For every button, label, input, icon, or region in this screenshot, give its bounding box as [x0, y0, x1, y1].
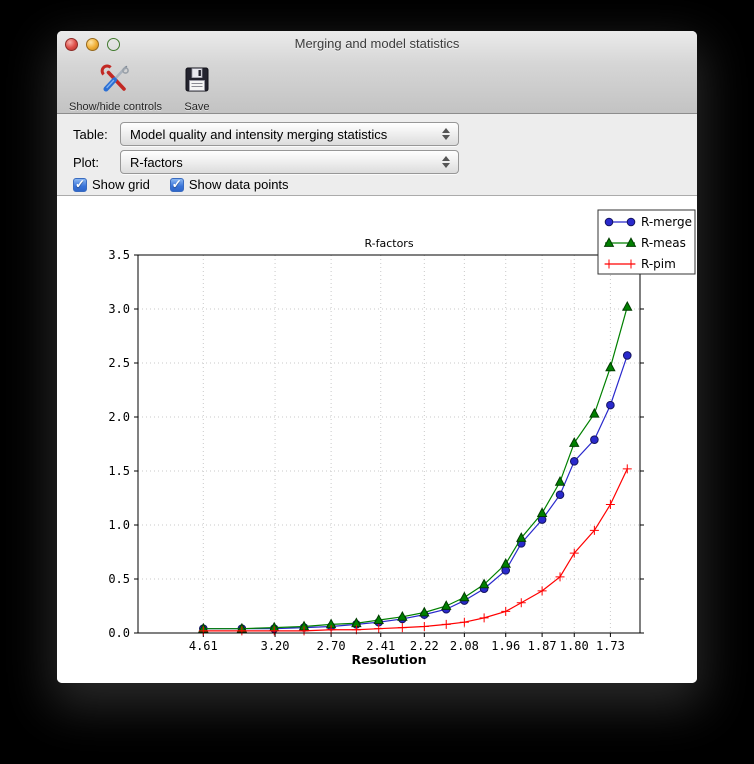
table-select-value: Model quality and intensity merging stat…: [130, 126, 388, 142]
toolbar-button-label: Show/hide controls: [69, 101, 162, 113]
checkmark-icon: ✓: [171, 176, 182, 191]
checkbox-box: ✓: [73, 176, 87, 192]
plot-select-value: R-factors: [130, 154, 183, 170]
show-data-points-label: Show data points: [188, 177, 289, 192]
save-icon: [182, 65, 212, 100]
y-tick-label: 0.0: [108, 626, 130, 640]
plot-select[interactable]: R-factors: [120, 150, 459, 174]
chart-series-R-meas: [198, 300, 633, 633]
x-tick-label: 2.08: [450, 639, 479, 653]
chart-title: R-factors: [364, 237, 413, 250]
chart-legend: [597, 209, 696, 275]
chart-ticks: [134, 254, 644, 637]
table-row: Table: Model quality and intensity mergi…: [73, 122, 459, 146]
legend-label: R-merge: [641, 215, 692, 229]
plot-row: Plot: R-factors: [73, 150, 459, 174]
y-tick-label: 1.0: [108, 518, 130, 532]
chart-axes-frame: [137, 254, 641, 634]
y-tick-label: 3.5: [108, 248, 130, 262]
checkmark-icon: ✓: [74, 176, 86, 191]
toolbar-button-label: Save: [184, 101, 210, 113]
popup-arrows-icon: [438, 156, 454, 168]
chart-grid: [138, 254, 640, 633]
show-grid-label: Show grid: [92, 177, 150, 192]
show-hide-controls-button[interactable]: Show/hide controls: [69, 61, 162, 113]
y-tick-label: 1.5: [108, 464, 130, 478]
figure-canvas: 0.0 0.5 1.0 1.5 2.0 2.5 3.0 3.5 4.61 3.20 2.70 2.41…: [57, 196, 697, 683]
zoom-button[interactable]: [107, 38, 120, 51]
x-tick-label: 2.70: [317, 639, 346, 653]
table-label: Table:: [73, 126, 108, 142]
show-data-points-checkbox[interactable]: ✓ Show data points: [169, 176, 289, 192]
x-tick-label: 2.22: [410, 639, 439, 653]
tools-icon: [99, 63, 131, 100]
minimize-button[interactable]: [86, 38, 99, 51]
close-button[interactable]: [65, 38, 78, 51]
chart-series-R-merge: [199, 351, 632, 633]
chart-series-R-pim: [198, 464, 632, 636]
chart-xlabel: Resolution: [351, 652, 426, 667]
x-tick-label: 2.41: [366, 639, 395, 653]
popup-arrows-icon: [438, 128, 454, 140]
window-title: Merging and model statistics: [294, 36, 460, 51]
plot-label: Plot:: [73, 154, 100, 170]
x-tick-label: 1.73: [596, 639, 625, 653]
window-header: Merging and model statistics: [57, 31, 697, 114]
x-tick-label: 4.61: [189, 639, 218, 653]
x-tick-label: 3.20: [261, 639, 290, 653]
legend-label: R-pim: [641, 257, 676, 271]
y-tick-label: 3.0: [108, 302, 130, 316]
toolbar: Show/hide controls Save: [57, 57, 212, 113]
y-tick-label: 2.5: [108, 356, 130, 370]
app-window: Merging and model statistics: [57, 31, 697, 683]
save-button[interactable]: Save: [182, 61, 212, 113]
x-tick-label: 1.87: [528, 639, 557, 653]
checkbox-row: ✓ Show grid ✓ Show data points: [73, 177, 289, 192]
title-bar[interactable]: Merging and model statistics: [57, 31, 697, 57]
r-factors-chart: 0.0 0.5 1.0 1.5 2.0 2.5 3.0 3.5 4.61 3.20 2.70 2.41…: [108, 209, 696, 667]
x-tick-label: 1.80: [560, 639, 589, 653]
show-grid-checkbox[interactable]: ✓ Show grid: [73, 177, 150, 192]
traffic-lights: [65, 38, 120, 51]
table-select[interactable]: Model quality and intensity merging stat…: [120, 122, 459, 146]
y-tick-label: 0.5: [108, 572, 130, 586]
checkbox-box: ✓: [169, 176, 184, 192]
y-tick-label: 2.0: [108, 410, 130, 424]
controls-panel: Table: Model quality and intensity mergi…: [57, 114, 697, 196]
x-tick-label: 1.96: [491, 639, 520, 653]
legend-label: R-meas: [641, 236, 686, 250]
